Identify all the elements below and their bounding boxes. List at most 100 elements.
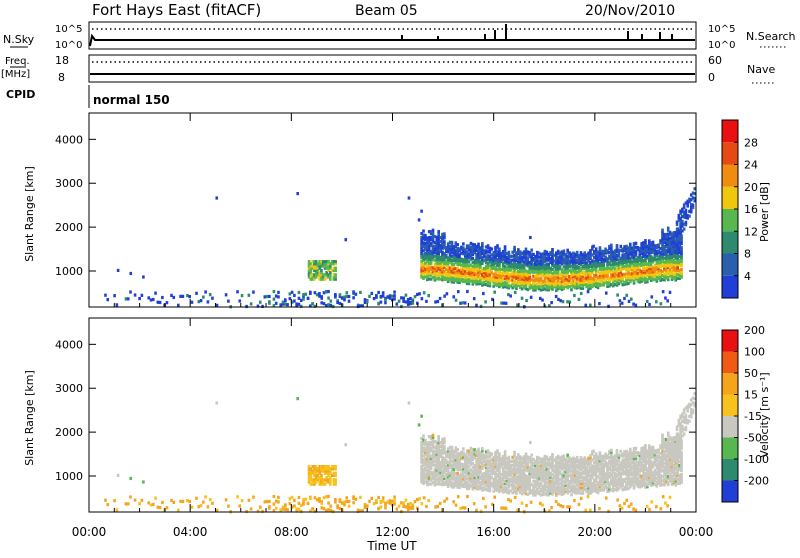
colorbar-swatch bbox=[722, 165, 738, 187]
heatmap-cell bbox=[327, 303, 330, 306]
heatmap-cell bbox=[685, 209, 688, 212]
heatmap-cell bbox=[339, 293, 342, 296]
heatmap-cell bbox=[409, 297, 412, 300]
heatmap-cell bbox=[366, 300, 369, 303]
heatmap-cell bbox=[466, 290, 469, 293]
heatmap-cell bbox=[421, 297, 424, 300]
heatmap-cell bbox=[320, 297, 323, 300]
heatmap-cell bbox=[245, 305, 248, 308]
heatmap-cell bbox=[411, 302, 414, 305]
heatmap-cell bbox=[473, 297, 476, 300]
heatmap-cell bbox=[459, 302, 462, 305]
heatmap-cell bbox=[525, 299, 528, 302]
freq-label: Freq. bbox=[5, 56, 30, 67]
station-title: Fort Hays East (fitACF) bbox=[92, 1, 261, 19]
heatmap-cell bbox=[277, 291, 280, 294]
heatmap-cell bbox=[595, 247, 598, 250]
beam-title: Beam 05 bbox=[355, 3, 418, 19]
heatmap-cell bbox=[619, 450, 622, 453]
heatmap-cell bbox=[508, 251, 511, 254]
heatmap-cell bbox=[142, 275, 145, 278]
heatmap-cell bbox=[134, 293, 137, 296]
heatmap-cell bbox=[662, 290, 665, 293]
heatmap-cell bbox=[377, 302, 380, 305]
heatmap-cell bbox=[289, 292, 292, 295]
heatmap-cell bbox=[555, 295, 558, 298]
nave-tick-bottom: 0 bbox=[708, 71, 715, 84]
heatmap-cell bbox=[104, 294, 107, 297]
heatmap-cell bbox=[496, 244, 499, 247]
colorbar-swatch bbox=[722, 209, 738, 231]
heatmap-cell bbox=[352, 290, 355, 293]
heatmap-cell bbox=[129, 290, 132, 293]
nsky-tick-bottom: 10^0 bbox=[55, 40, 82, 51]
heatmap-cell bbox=[320, 301, 323, 304]
heatmap-cell bbox=[434, 300, 437, 303]
heatmap-cell bbox=[599, 451, 602, 454]
heatmap-cell bbox=[452, 295, 455, 298]
cpid-label: CPID bbox=[6, 88, 35, 101]
heatmap-cell bbox=[521, 297, 524, 300]
heatmap-cell bbox=[405, 294, 408, 297]
heatmap-cell bbox=[551, 453, 554, 456]
heatmap-cell bbox=[504, 450, 507, 453]
heatmap-cell bbox=[628, 300, 631, 303]
heatmap-cell bbox=[300, 299, 303, 302]
heatmap-cell bbox=[509, 294, 512, 297]
heatmap-cell bbox=[327, 290, 330, 293]
heatmap-cell bbox=[127, 297, 130, 300]
nsearch-label: N.Search bbox=[746, 30, 796, 43]
heatmap-cell bbox=[610, 449, 613, 452]
heatmap-cell bbox=[646, 300, 649, 303]
heatmap-cell bbox=[396, 302, 399, 305]
heatmap-cell bbox=[238, 299, 241, 302]
heatmap-cell bbox=[380, 301, 383, 304]
heatmap-cell bbox=[437, 435, 440, 438]
heatmap-cell bbox=[550, 301, 553, 304]
heatmap-cell bbox=[316, 293, 319, 296]
heatmap-cell bbox=[304, 293, 307, 296]
heatmap-cell bbox=[683, 227, 686, 230]
heatmap-cell bbox=[368, 295, 371, 298]
heatmap-cell bbox=[525, 453, 528, 456]
heatmap-cell bbox=[530, 296, 533, 299]
heatmap-cell bbox=[215, 196, 218, 199]
y-tick-label: 4000 bbox=[55, 133, 83, 146]
heatmap-cell bbox=[377, 291, 380, 294]
heatmap-cell bbox=[227, 300, 230, 303]
heatmap-cell bbox=[680, 268, 683, 271]
heatmap-cell bbox=[186, 294, 189, 297]
cpid-value: normal 150 bbox=[93, 93, 170, 107]
colorbar-swatch bbox=[722, 276, 738, 298]
nsky-panel-frame bbox=[89, 22, 696, 49]
heatmap-cell bbox=[629, 243, 632, 246]
heatmap-cell bbox=[323, 291, 326, 294]
heatmap-cell bbox=[580, 292, 583, 295]
heatmap-cell bbox=[437, 300, 440, 303]
heatmap-cell bbox=[248, 294, 251, 297]
freq-unit: [MHz] bbox=[1, 69, 30, 80]
heatmap-cell bbox=[207, 300, 210, 303]
heatmap-cell bbox=[275, 302, 278, 305]
heatmap-cell bbox=[427, 294, 430, 297]
heatmap-cell bbox=[655, 300, 658, 303]
heatmap-cell bbox=[605, 291, 608, 294]
heatmap-cell bbox=[563, 454, 566, 457]
heatmap-cell bbox=[422, 434, 425, 437]
heatmap-cell bbox=[375, 294, 378, 297]
heatmap-cell bbox=[382, 291, 385, 294]
heatmap-cell bbox=[273, 298, 276, 301]
heatmap-cell bbox=[584, 304, 587, 307]
heatmap-cell bbox=[664, 296, 667, 299]
heatmap-cell bbox=[330, 300, 333, 303]
heatmap-cell bbox=[432, 229, 435, 232]
heatmap-cell bbox=[688, 215, 691, 218]
heatmap-cell bbox=[563, 249, 566, 252]
heatmap-cell bbox=[635, 447, 638, 450]
heatmap-cell bbox=[648, 303, 651, 306]
heatmap-cell bbox=[482, 292, 485, 295]
heatmap-cell bbox=[660, 302, 663, 305]
heatmap-cell bbox=[418, 218, 421, 221]
heatmap-cell bbox=[334, 260, 337, 263]
colorbar-tick-label: 16 bbox=[744, 203, 758, 216]
